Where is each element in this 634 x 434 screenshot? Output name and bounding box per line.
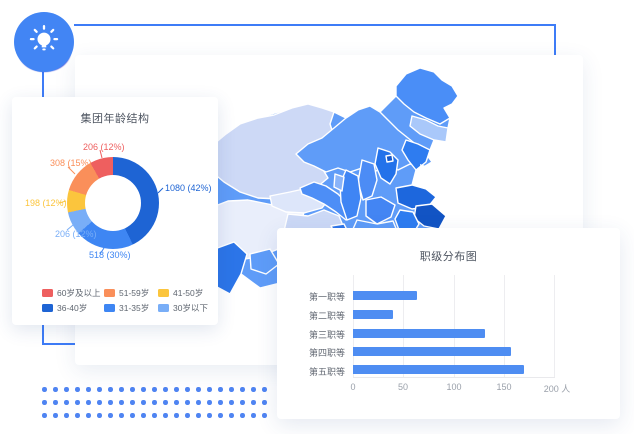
donut-hole bbox=[85, 175, 141, 231]
bar-rank1[interactable] bbox=[353, 291, 417, 300]
age-card-title: 集团年龄结构 bbox=[80, 113, 150, 125]
legend-swatch bbox=[42, 288, 53, 297]
bar-category-label: 第三职等 bbox=[308, 330, 345, 340]
bar-rank5[interactable] bbox=[353, 365, 524, 374]
bar-category-label: 第五职等 bbox=[308, 367, 345, 377]
province-shandong bbox=[395, 184, 437, 210]
legend-item-under30[interactable]: 30岁以下 bbox=[158, 300, 216, 315]
lightbulb-icon bbox=[29, 25, 59, 51]
donut-label-51-59: 308 (15%) bbox=[50, 158, 92, 168]
legend-swatch bbox=[42, 303, 53, 312]
age-structure-card: 集团年龄结构 1080 (42%) 518 (30%) 206 (12%) 19… bbox=[12, 97, 218, 325]
legend-swatch bbox=[158, 288, 169, 297]
donut-label-36-40: 1080 (42%) bbox=[165, 183, 212, 193]
x-tick-100: 100 bbox=[446, 382, 462, 392]
province-guizhou bbox=[249, 248, 280, 275]
x-tick-150: 150 bbox=[496, 382, 512, 392]
dot-grid-decoration bbox=[42, 387, 272, 421]
legend-item-36-40[interactable]: 36-40岁 bbox=[42, 300, 104, 315]
bar-rank2[interactable] bbox=[353, 310, 394, 319]
province-heilongjiang bbox=[395, 67, 459, 125]
province-beijing bbox=[385, 154, 394, 163]
idea-badge bbox=[14, 12, 74, 72]
bar-rank4[interactable] bbox=[353, 347, 511, 356]
x-tick-50: 50 bbox=[397, 382, 409, 392]
connector-line-top bbox=[74, 24, 556, 26]
x-tick-0: 0 bbox=[350, 382, 356, 392]
connector-line-right bbox=[554, 24, 556, 57]
rank-distribution-card: 职级分布图 第一职等 第二职等 第三职等 第四职等 第五职等 0 50 100 … bbox=[277, 228, 620, 419]
age-legend: 60岁及以上 51-59岁 41-50岁 36-40岁 31-35岁 30岁以下 bbox=[42, 285, 216, 315]
bar-rank3[interactable] bbox=[353, 329, 486, 338]
donut-label-41-50: 198 (12%) bbox=[25, 198, 67, 208]
province-jilin bbox=[409, 115, 449, 143]
rank-card-title: 职级分布图 bbox=[419, 251, 478, 263]
bar-category-label: 第二职等 bbox=[308, 311, 345, 321]
legend-item-31-35[interactable]: 31-35岁 bbox=[104, 300, 158, 315]
bar-category-label: 第四职等 bbox=[308, 348, 345, 358]
legend-item-51-59[interactable]: 51-59岁 bbox=[104, 285, 158, 300]
connector-line-bottom bbox=[42, 343, 76, 345]
legend-item-41-50[interactable]: 41-50岁 bbox=[158, 285, 216, 300]
province-henan bbox=[365, 196, 396, 225]
legend-swatch bbox=[104, 303, 115, 312]
bohai-sea bbox=[420, 164, 440, 184]
legend-swatch bbox=[158, 303, 169, 312]
x-tick-200: 200 人 bbox=[543, 384, 571, 394]
donut-label-31-35: 518 (30%) bbox=[89, 250, 131, 260]
bar-plot-area bbox=[353, 275, 555, 378]
donut-label-over60: 206 (12%) bbox=[83, 142, 125, 152]
province-neimenggu bbox=[295, 105, 433, 173]
province-ningxia bbox=[333, 173, 345, 192]
donut-label-under30: 206 (12%) bbox=[55, 229, 97, 239]
legend-item-over60[interactable]: 60岁及以上 bbox=[42, 285, 104, 300]
bar-category-label: 第一职等 bbox=[308, 292, 345, 302]
legend-swatch bbox=[104, 288, 115, 297]
